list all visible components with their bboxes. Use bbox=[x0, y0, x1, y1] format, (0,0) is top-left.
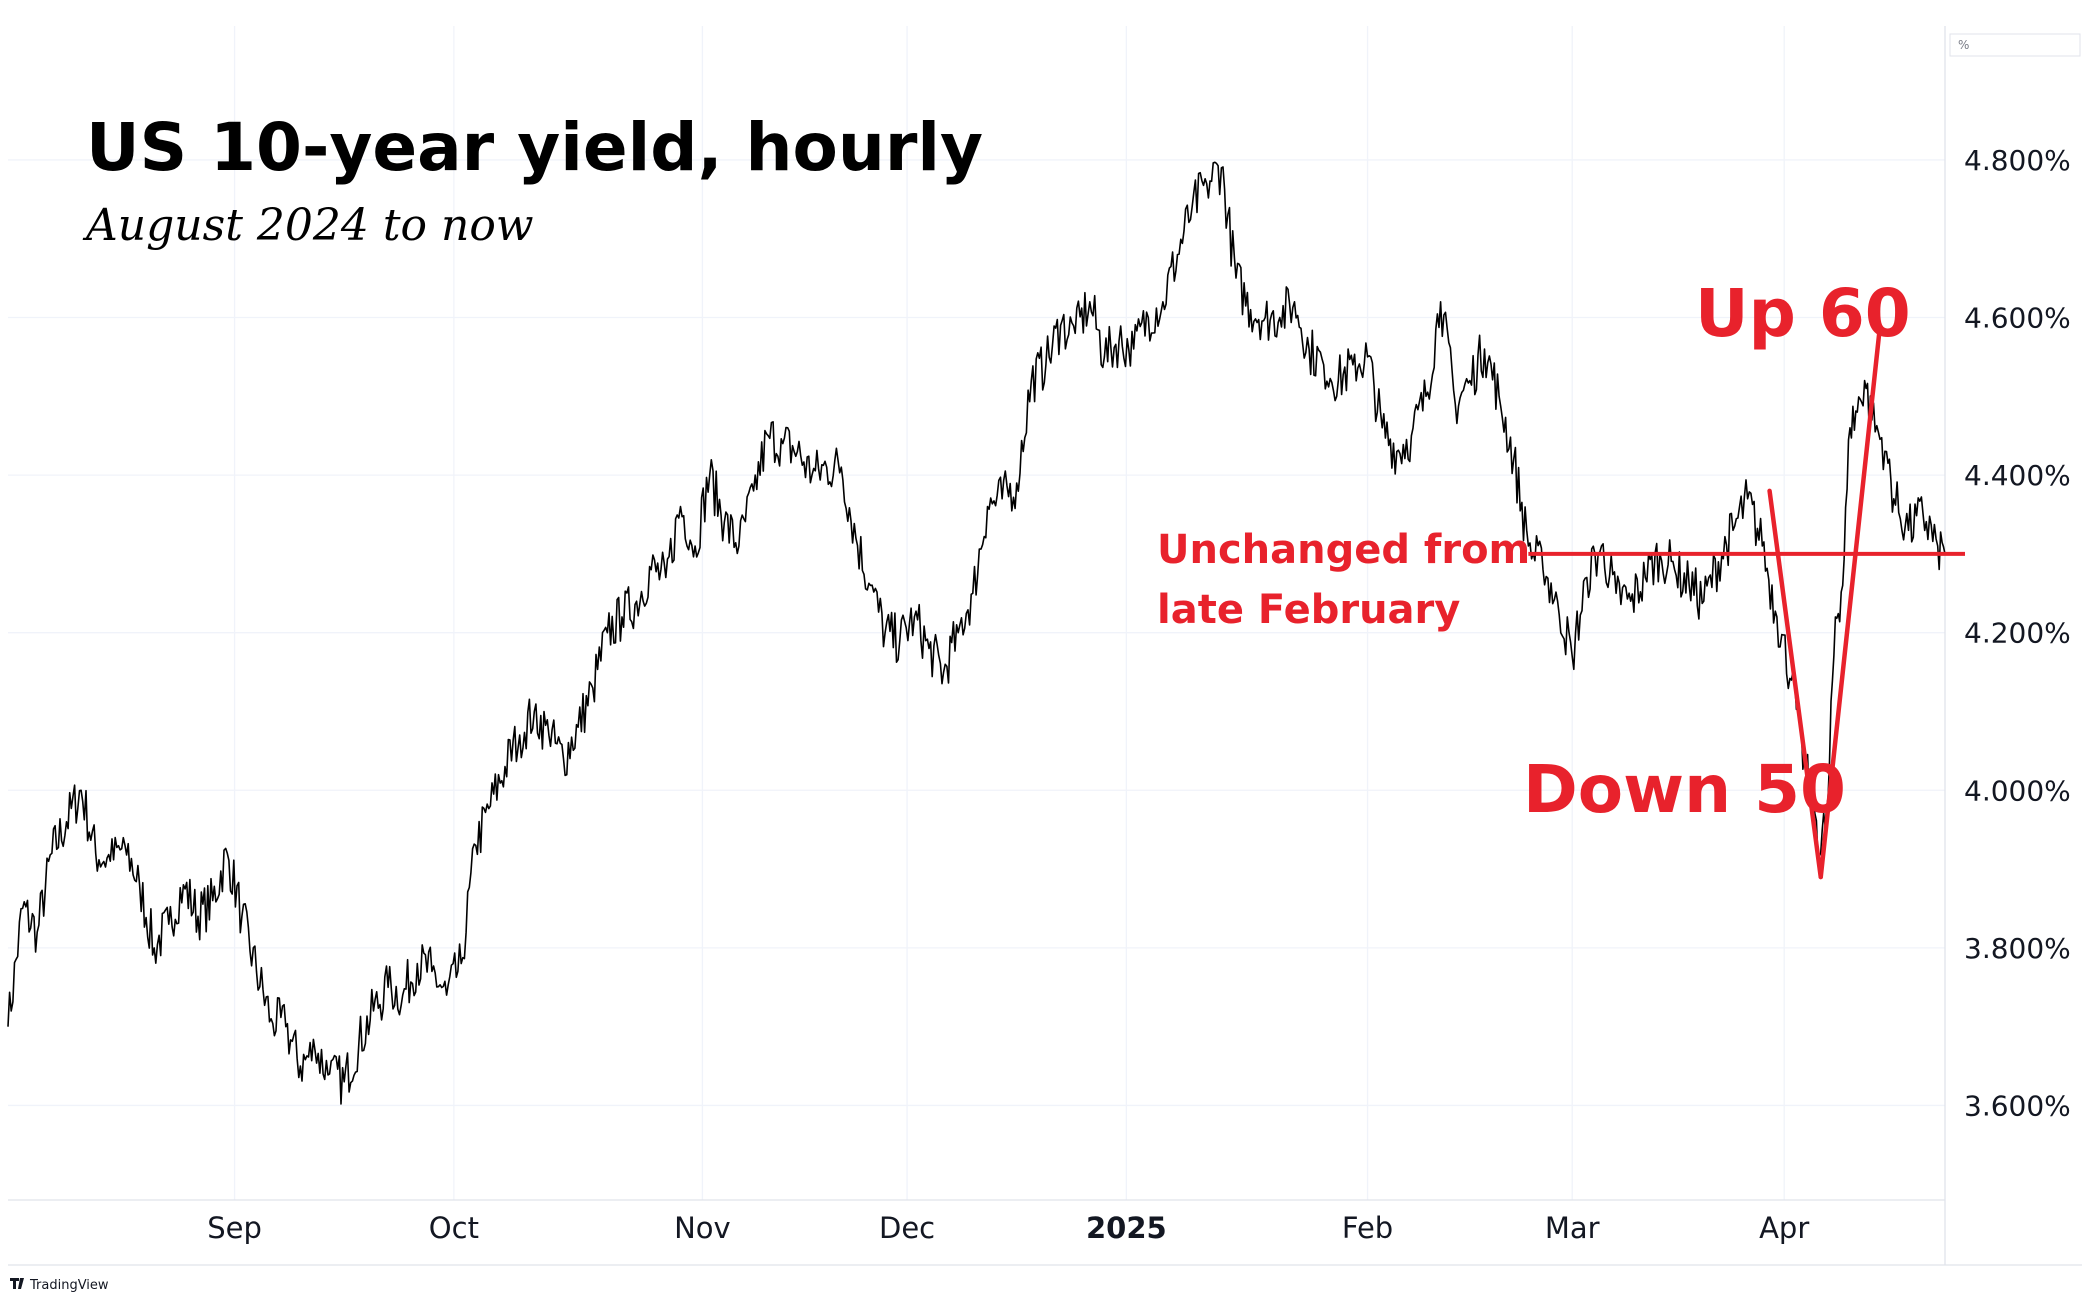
down-move-line bbox=[1767, 488, 1823, 880]
tradingview-logo-icon bbox=[10, 1278, 24, 1289]
up-label: Up 60 bbox=[1695, 275, 1911, 352]
y-tick-label: 4.800% bbox=[1964, 144, 2071, 177]
x-tick-label: Sep bbox=[207, 1211, 262, 1245]
yield-series bbox=[7, 161, 1946, 1105]
y-tick-label: 4.600% bbox=[1964, 302, 2071, 335]
y-tick-label: 4.400% bbox=[1964, 459, 2071, 492]
x-tick-label: Mar bbox=[1545, 1211, 1600, 1245]
y-tick-label: 3.800% bbox=[1964, 932, 2071, 965]
unit-box bbox=[1949, 33, 2081, 57]
gridlines bbox=[8, 26, 1945, 1200]
unchanged-label-line1: Unchanged from bbox=[1157, 527, 1530, 573]
plot-frame bbox=[8, 26, 2082, 1266]
tradingview-logo-text: TradingView bbox=[29, 1278, 109, 1293]
y-axis: 4.800% 4.600% 4.400% 4.200% 4.000% 3.800% 3.60… bbox=[1964, 144, 2071, 1123]
chart-subtitle: August 2024 to now bbox=[82, 200, 533, 251]
x-axis: Sep Oct Nov Dec 2025 Feb Mar Apr bbox=[207, 1211, 1809, 1245]
up-move-line bbox=[1818, 331, 1882, 880]
annotations: Unchanged from late February Down 50 Up 60 bbox=[1157, 275, 1965, 880]
chart-title: US 10-year yield, hourly bbox=[86, 109, 983, 186]
y-tick-label: 4.000% bbox=[1964, 774, 2071, 807]
x-tick-label: Dec bbox=[879, 1211, 935, 1245]
y-tick-label: 4.200% bbox=[1964, 617, 2071, 650]
unit-label: % bbox=[1958, 38, 1969, 52]
x-tick-label: Nov bbox=[674, 1211, 731, 1245]
x-tick-label: Apr bbox=[1759, 1211, 1809, 1245]
y-tick-label: 3.600% bbox=[1964, 1089, 2071, 1122]
unchanged-label-line2: late February bbox=[1157, 587, 1460, 633]
down-label: Down 50 bbox=[1523, 751, 1846, 828]
x-tick-label: Feb bbox=[1342, 1211, 1393, 1245]
x-tick-label: Oct bbox=[429, 1211, 479, 1245]
tradingview-logo: TradingView bbox=[10, 1278, 109, 1293]
yield-line bbox=[7, 161, 1946, 1105]
x-tick-label: 2025 bbox=[1086, 1211, 1167, 1245]
